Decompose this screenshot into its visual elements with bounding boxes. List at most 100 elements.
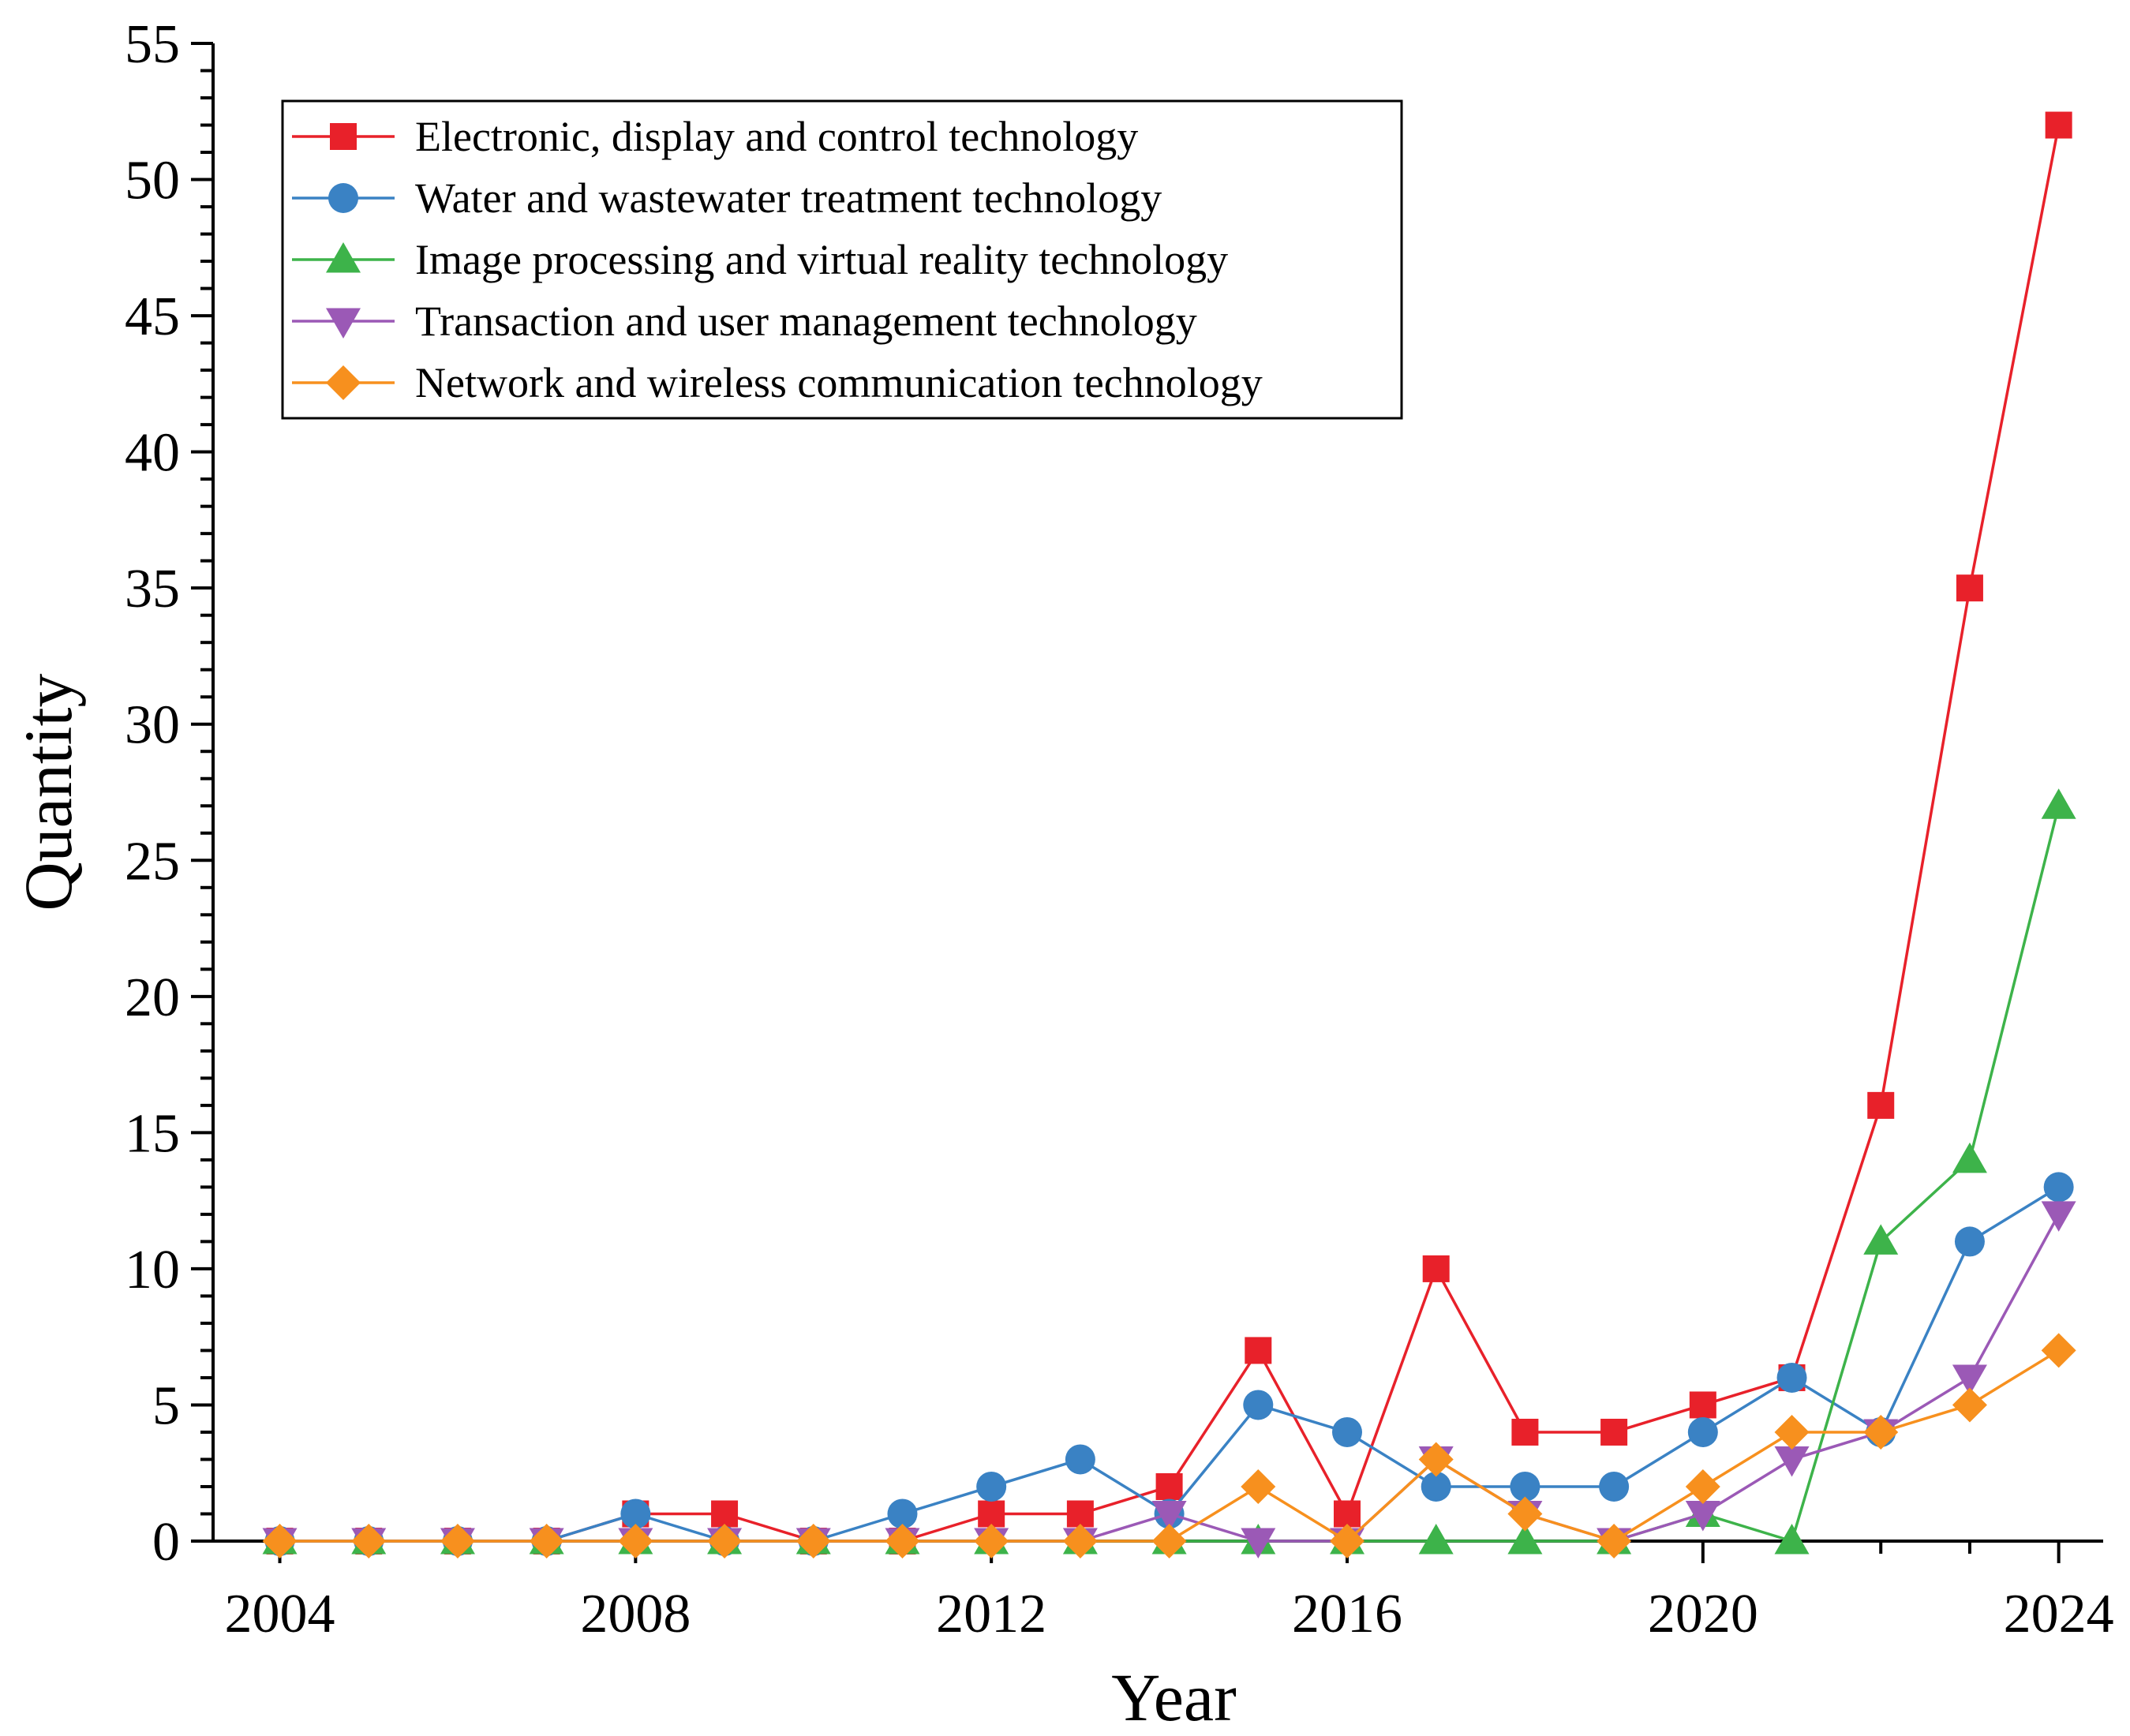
axes: 0 5 10 15 20 25 30 35 40 45 50 55 2004 2008 2012 2016 20…	[125, 14, 2114, 1644]
data-point	[1243, 1390, 1274, 1420]
legend-label: Electronic, display and control technolo…	[415, 113, 1138, 160]
legend-marker	[330, 123, 357, 150]
x-axis-title: Year	[1111, 1659, 1236, 1735]
data-point	[351, 1524, 387, 1558]
data-point	[1510, 1471, 1540, 1502]
data-point	[1332, 1416, 1362, 1447]
x-tick-label: 2020	[1648, 1584, 1758, 1644]
data-point	[1151, 1500, 1187, 1532]
data-point	[2041, 788, 2076, 819]
legend-box	[281, 99, 1403, 420]
x-tick-label: 2024	[2004, 1584, 2114, 1644]
data-point	[1774, 1524, 1810, 1555]
y-tick-label: 40	[125, 423, 180, 484]
legend: Electronic, display and control technolo…	[281, 99, 1403, 420]
data-point	[1867, 1091, 1895, 1119]
y-tick-label: 20	[125, 967, 180, 1028]
legend-marker	[328, 183, 358, 213]
data-point	[1687, 1416, 1718, 1447]
data-point	[1774, 1414, 1810, 1450]
y-tick-label: 25	[125, 831, 180, 892]
data-point	[1418, 1524, 1454, 1555]
legend-item: Water and wastewater treatment technolog…	[292, 174, 1162, 222]
data-point	[887, 1498, 918, 1529]
legend-item: Network and wireless communication techn…	[292, 359, 1263, 406]
data-point	[1952, 1364, 1987, 1395]
data-point	[1155, 1472, 1183, 1500]
data-point	[1507, 1524, 1543, 1555]
data-point	[1597, 1524, 1632, 1558]
data-point	[262, 1524, 298, 1558]
data-point	[1066, 1500, 1094, 1528]
series-4	[262, 1333, 2076, 1558]
series-2	[262, 788, 2076, 1555]
y-tick-label: 5	[152, 1375, 180, 1436]
data-point	[1245, 1337, 1272, 1364]
data-point	[1600, 1418, 1628, 1446]
data-point	[711, 1500, 739, 1528]
data-point	[1952, 1142, 1987, 1173]
data-point	[1241, 1468, 1276, 1504]
legend-label: Water and wastewater treatment technolog…	[415, 174, 1162, 222]
data-point	[1599, 1471, 1630, 1502]
series-group	[262, 111, 2076, 1558]
data-point	[1334, 1500, 1361, 1528]
legend-item: Image processing and virtual reality tec…	[292, 236, 1228, 283]
data-point	[1065, 1444, 1095, 1475]
data-point	[1418, 1442, 1454, 1477]
data-point	[1685, 1468, 1720, 1504]
y-tick-label: 50	[125, 151, 180, 211]
y-tick-label: 0	[152, 1512, 180, 1573]
data-point	[885, 1524, 920, 1558]
data-point	[2041, 1333, 2076, 1368]
legend-item: Transaction and user management technolo…	[292, 297, 1197, 345]
data-point	[1863, 1414, 1899, 1450]
data-point	[795, 1524, 831, 1558]
data-point	[1863, 1224, 1899, 1255]
data-point	[1685, 1500, 1720, 1532]
y-tick-label: 45	[125, 286, 180, 347]
data-point	[2041, 1201, 2076, 1232]
data-point	[1330, 1524, 1364, 1558]
data-point	[1151, 1524, 1187, 1558]
data-point	[1956, 574, 1983, 602]
y-tick-label: 10	[125, 1240, 180, 1300]
legend-item: Electronic, display and control technolo…	[292, 113, 1138, 160]
data-point	[1776, 1362, 1807, 1393]
data-point	[1507, 1496, 1543, 1532]
legend-marker	[326, 308, 361, 339]
data-point	[529, 1524, 564, 1558]
x-tick-label: 2016	[1292, 1584, 1402, 1644]
data-point	[618, 1524, 653, 1558]
data-point	[1421, 1471, 1451, 1502]
x-tick-label: 2012	[936, 1584, 1046, 1644]
data-point	[707, 1524, 743, 1558]
data-point	[1062, 1524, 1098, 1558]
data-point	[976, 1471, 1007, 1502]
legend-marker	[326, 365, 361, 400]
data-point	[978, 1500, 1005, 1528]
y-tick-label: 35	[125, 559, 180, 619]
data-point	[440, 1524, 475, 1558]
data-point	[974, 1524, 1009, 1558]
legend-marker	[326, 242, 361, 273]
data-point	[1511, 1418, 1539, 1446]
y-tick-label: 55	[125, 14, 180, 75]
legend-label: Image processing and virtual reality tec…	[415, 236, 1228, 283]
y-axis-title: Quantity	[10, 674, 86, 911]
data-point	[1241, 1528, 1276, 1558]
data-point	[2045, 111, 2072, 139]
data-point	[1422, 1255, 1450, 1282]
data-point	[1774, 1446, 1810, 1477]
legend-label: Transaction and user management technolo…	[415, 297, 1197, 345]
x-tick-label: 2004	[225, 1584, 335, 1644]
data-point	[620, 1498, 651, 1529]
data-point	[2043, 1172, 2074, 1203]
data-point	[1952, 1387, 1987, 1423]
data-point	[1954, 1226, 1985, 1257]
y-tick-label: 15	[125, 1103, 180, 1164]
y-tick-label: 30	[125, 695, 180, 756]
data-point	[1689, 1391, 1716, 1419]
x-tick-label: 2008	[580, 1584, 691, 1644]
